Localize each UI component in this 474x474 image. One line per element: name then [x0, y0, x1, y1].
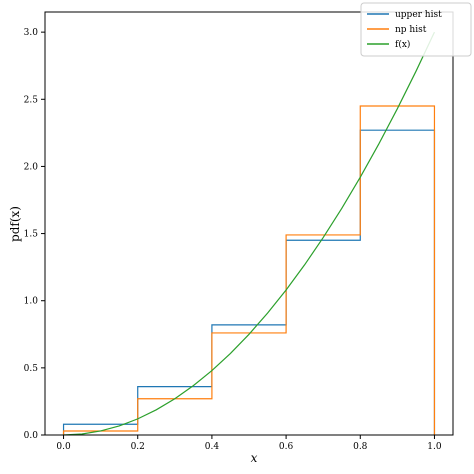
plot-frame [44, 11, 454, 436]
y-tick-label: 1.0 [24, 297, 39, 307]
x-tick-label: 0.6 [279, 442, 294, 452]
series-f-x-line [63, 31, 435, 435]
x-axis-label: x [251, 451, 258, 465]
x-tick-label: 0.8 [353, 442, 368, 452]
y-tick-label: 0.0 [24, 431, 39, 441]
x-tick-label: 0.4 [205, 442, 220, 452]
x-tick-label: 0.2 [131, 442, 145, 452]
y-tick-label: 3.0 [24, 28, 39, 38]
x-axis: 0.0 0.2 0.4 0.6 0.8 1.0 [56, 435, 442, 452]
legend-label: upper hist [395, 10, 442, 20]
y-tick-label: 0.5 [24, 364, 39, 374]
series-np-hist-line [62, 105, 436, 435]
legend: upper hist np hist f(x) [360, 2, 472, 57]
y-axis: 0.0 0.5 1.0 1.5 2.0 2.5 3.0 [24, 28, 45, 441]
legend-box [360, 2, 472, 57]
y-axis-label: pdf(x) [8, 206, 22, 242]
legend-label: f(x) [395, 39, 410, 50]
y-tick-label: 1.5 [24, 230, 39, 240]
y-tick-label: 2.5 [24, 95, 39, 105]
series-layer [62, 31, 436, 435]
series-upper-hist-line [62, 129, 436, 435]
x-tick-label: 0.0 [56, 442, 71, 452]
y-tick-label: 2.0 [24, 162, 39, 172]
legend-label: np hist [395, 25, 427, 35]
x-tick-label: 1.0 [427, 442, 442, 452]
